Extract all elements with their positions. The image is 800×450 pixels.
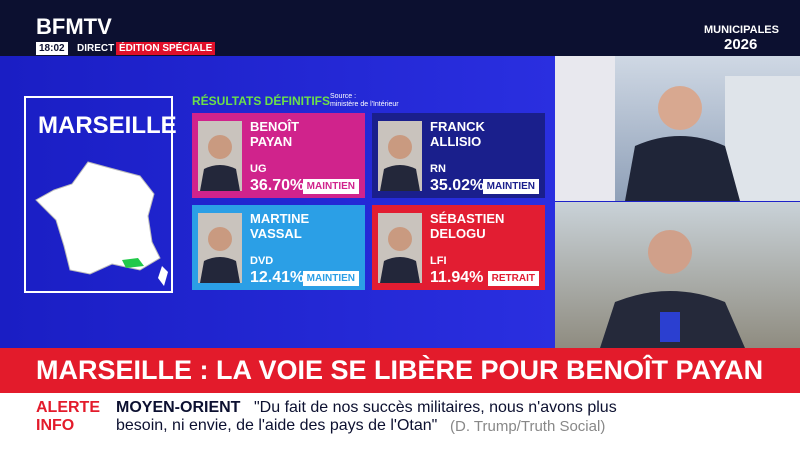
status: RETRAIT [487,271,539,286]
candidate-photo [378,213,422,283]
last-name: DELOGU [430,226,486,241]
status: MAINTIEN [482,179,539,194]
topic: MOYEN-ORIENT [116,399,241,416]
quote2: besoin, ni envie, de l'aide des pays de … [116,417,438,434]
source1: Source : [330,93,357,100]
party: UG [250,163,267,175]
live: DIRECT [74,42,118,55]
quote1: "Du fait de nos succès militaires, nous … [254,399,617,416]
first-name: MARTINE [250,211,310,226]
last-name: ALLISIO [430,134,482,149]
field-image [600,230,745,348]
top-bar: BFMTV 18:02 DIRECT ÉDITION SPÉCIALE MUNI… [0,0,800,56]
candidate-card: BENOÎT PAYAN UG 36.70% MAINTIEN [192,113,365,198]
banner: MARSEILLE : LA VOIE SE LIBÈRE POUR BENOÎ… [0,348,800,393]
event-line2: 2026 [724,36,758,53]
headline: MARSEILLE : LA VOIE SE LIBÈRE POUR BENOÎ… [36,355,764,385]
status: MAINTIEN [302,179,359,194]
candidate-photo [198,213,242,283]
share: 36.70% [250,177,305,194]
last-name: VASSAL [250,226,302,241]
first-name: FRANCK [430,119,485,134]
france-map [35,161,168,286]
candidate-card: MARTINE VASSAL DVD 12.41% MAINTIEN [192,205,365,290]
alert-label2: INFO [36,417,75,434]
time: 18:02 [36,42,68,55]
candidate-card: FRANCK ALLISIO RN 35.02% MAINTIEN [372,113,545,198]
candidate-name: MARTINE VASSAL [250,211,309,241]
alert-label1: ALERTE [36,399,100,416]
candidate-name: FRANCK ALLISIO [430,119,485,149]
video-field [555,202,800,348]
logo: BFMTV [36,14,112,39]
edition: ÉDITION SPÉCIALE [116,42,216,55]
share: 12.41% [250,269,305,286]
party: RN [430,163,446,175]
quote-source: (D. Trump/Truth Social) [450,418,606,435]
candidate-name: BENOÎT PAYAN [250,119,299,149]
last-name: PAYAN [250,134,293,149]
candidate-card: SÉBASTIEN DELOGU LFI 11.94% RETRAIT [372,205,545,290]
share: 11.94% [430,269,484,286]
first-name: BENOÎT [250,119,300,134]
video-studio [555,56,800,201]
candidate-photo [198,121,242,191]
party: DVD [250,255,274,267]
candidate-photo [378,121,422,191]
share: 35.02% [430,177,485,194]
studio-image [555,56,800,201]
status: MAINTIEN [302,271,359,286]
results-title: RÉSULTATS DÉFINITIFS [192,94,330,108]
candidate-name: SÉBASTIEN DELOGU [430,211,504,241]
source2: ministère de l'Intérieur [330,101,399,108]
first-name: SÉBASTIEN [430,211,505,226]
map-box: MARSEILLE [24,96,177,293]
ticker: ALERTE INFO MOYEN-ORIENT "Du fait de nos… [0,393,800,450]
city: MARSEILLE [38,112,177,139]
event-line1: MUNICIPALES [704,24,779,36]
party: LFI [430,255,447,267]
